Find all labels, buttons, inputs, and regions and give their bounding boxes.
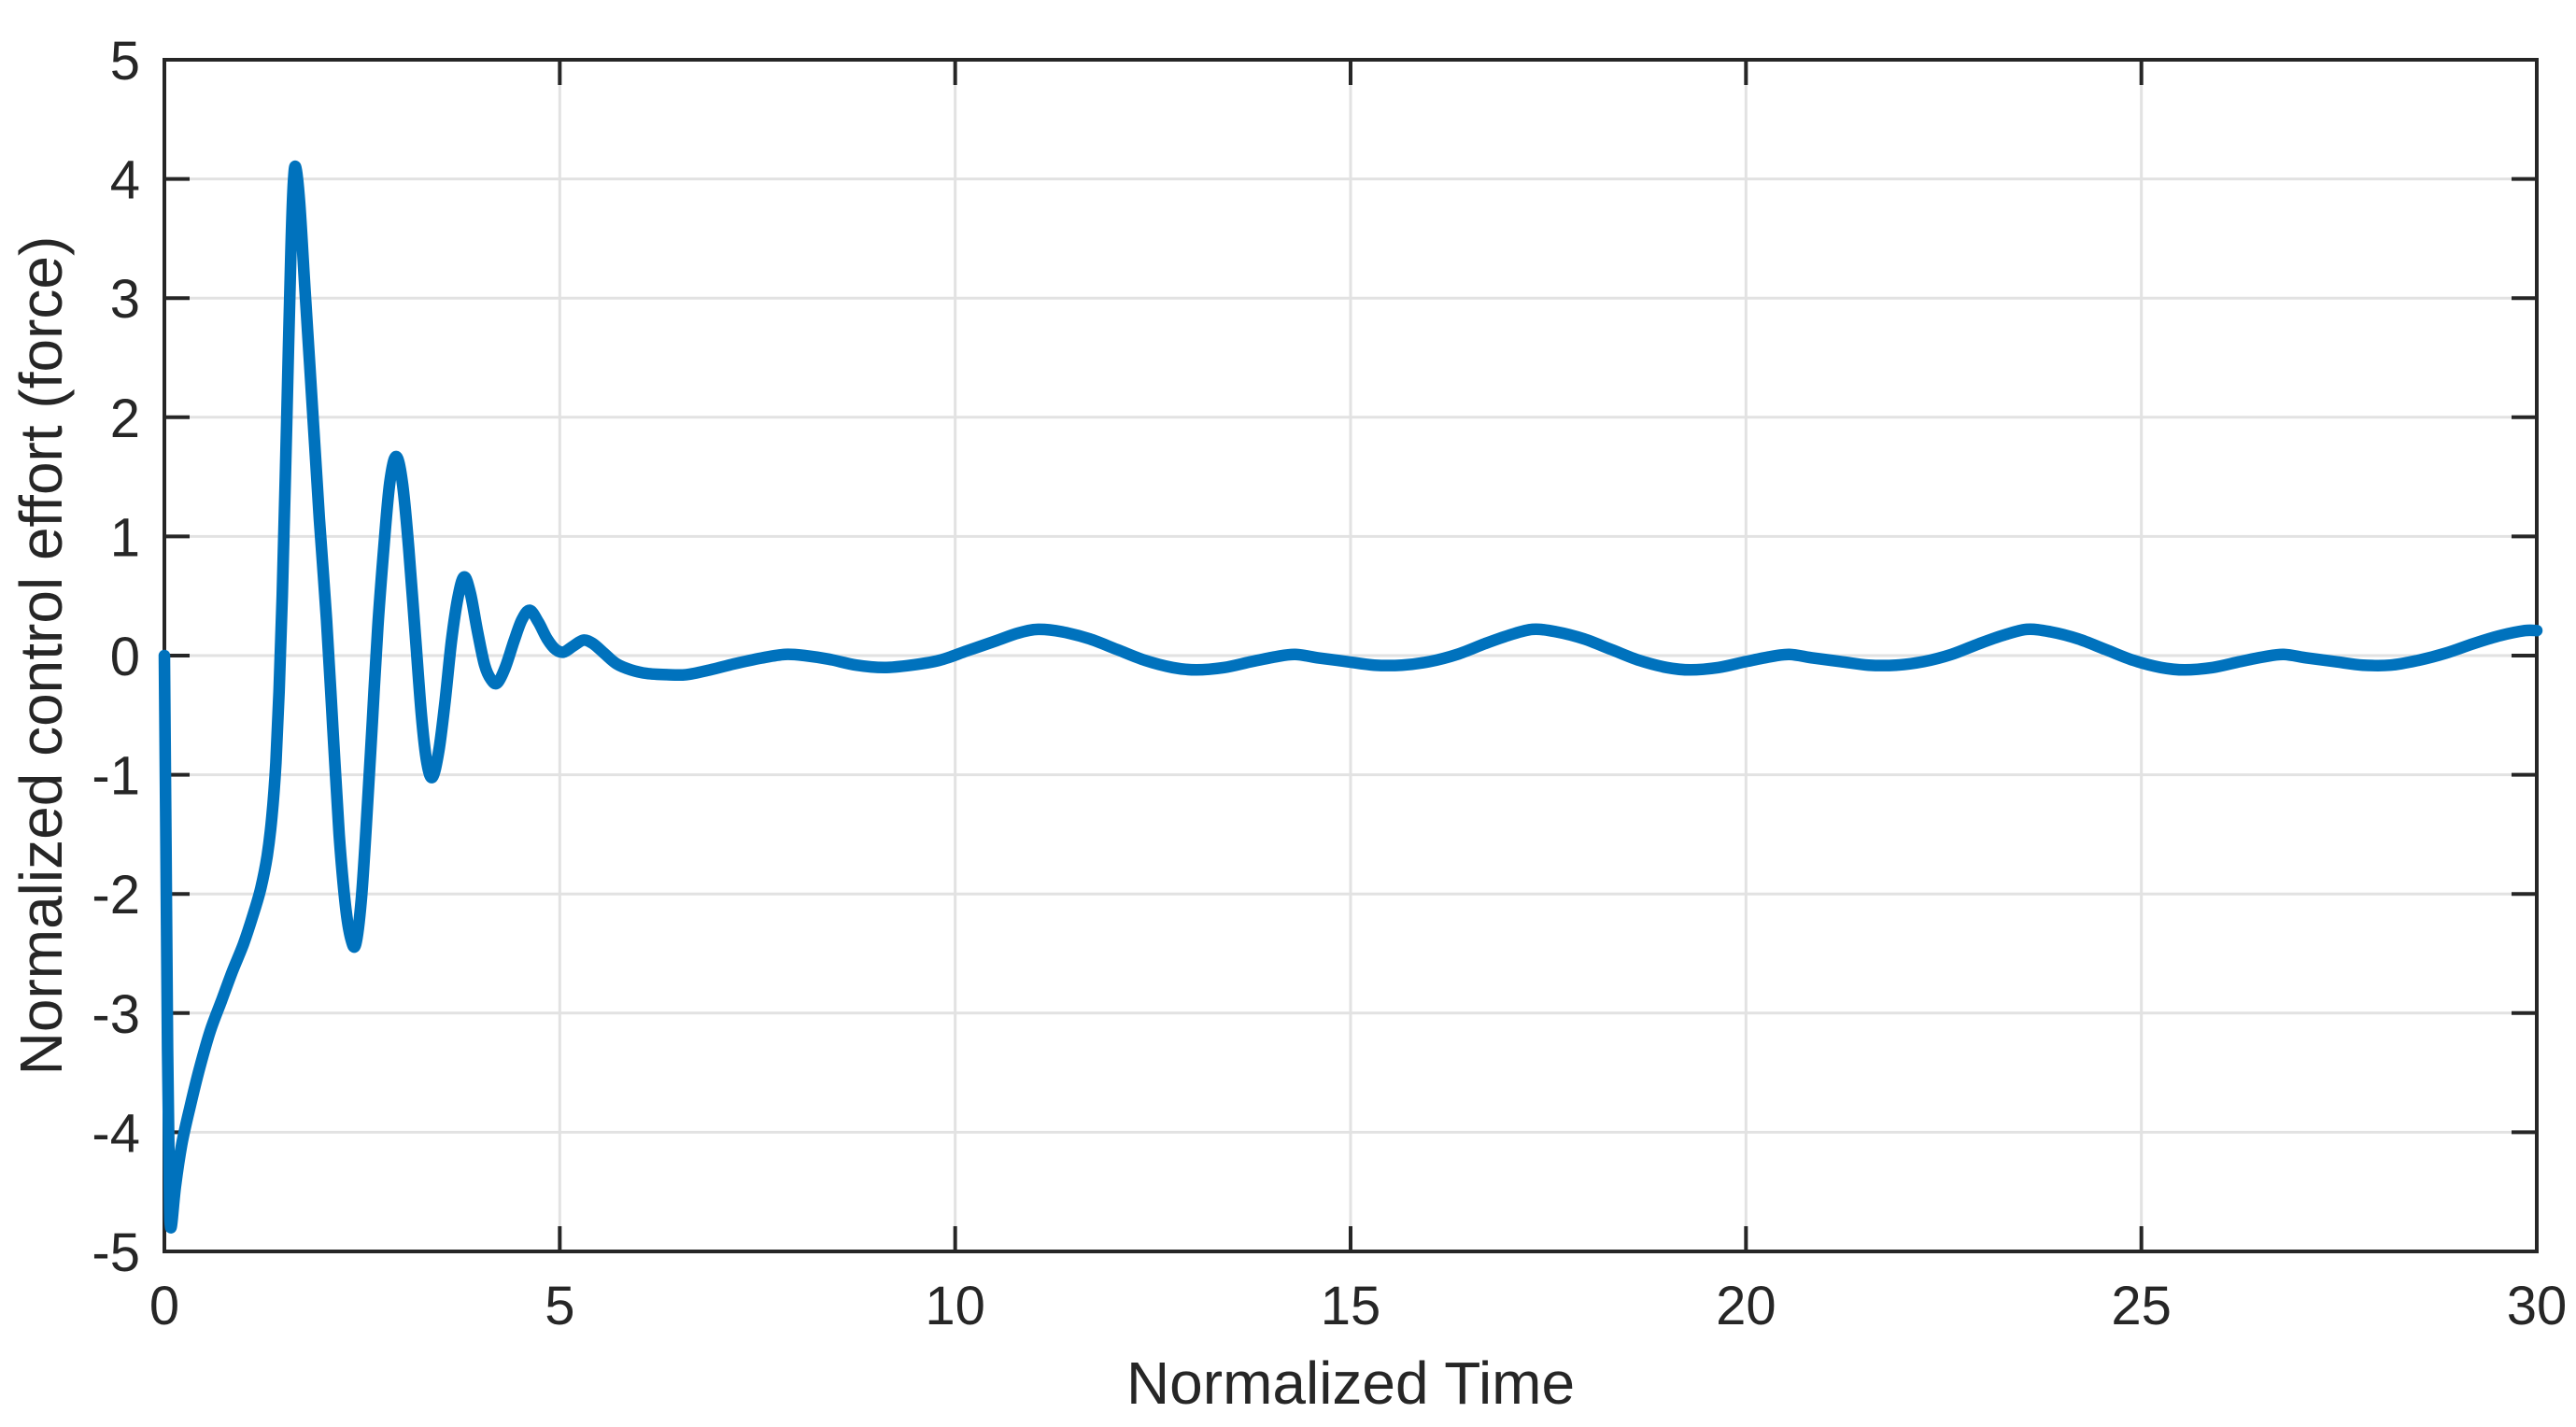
x-tick-label: 20 <box>1716 1276 1776 1336</box>
y-axis-label: Normalized control effort (force) <box>7 236 75 1076</box>
y-tick-label: 0 <box>110 627 140 687</box>
curve-layer <box>158 160 2543 1234</box>
x-tick-label: 0 <box>149 1276 179 1336</box>
y-tick-label: -4 <box>92 1103 140 1164</box>
x-tick-label: 10 <box>925 1276 985 1336</box>
y-tick-label: 3 <box>110 269 140 330</box>
control-effort-line <box>158 160 2543 1234</box>
y-tick-label: -3 <box>92 984 140 1045</box>
x-tick-label: 30 <box>2507 1276 2568 1336</box>
y-tick-label: 5 <box>110 31 140 92</box>
y-tick-label: 1 <box>110 507 140 568</box>
x-tick-label: 15 <box>1321 1276 1381 1336</box>
y-tick-label: 4 <box>110 150 140 211</box>
y-tick-label: 2 <box>110 389 140 449</box>
y-tick-label: -1 <box>92 746 140 807</box>
x-axis-label: Normalized Time <box>1126 1349 1575 1417</box>
x-tick-label: 25 <box>2111 1276 2172 1336</box>
tick-labels: 0 5 10 15 20 25 30 -5 -4 -3 -2 -1 0 1 2 3 4 5 <box>92 31 2567 1336</box>
y-tick-label: -5 <box>92 1222 140 1283</box>
x-tick-label: 5 <box>545 1276 574 1336</box>
y-tick-label: -2 <box>92 865 140 925</box>
grid-layer <box>164 60 2537 1251</box>
